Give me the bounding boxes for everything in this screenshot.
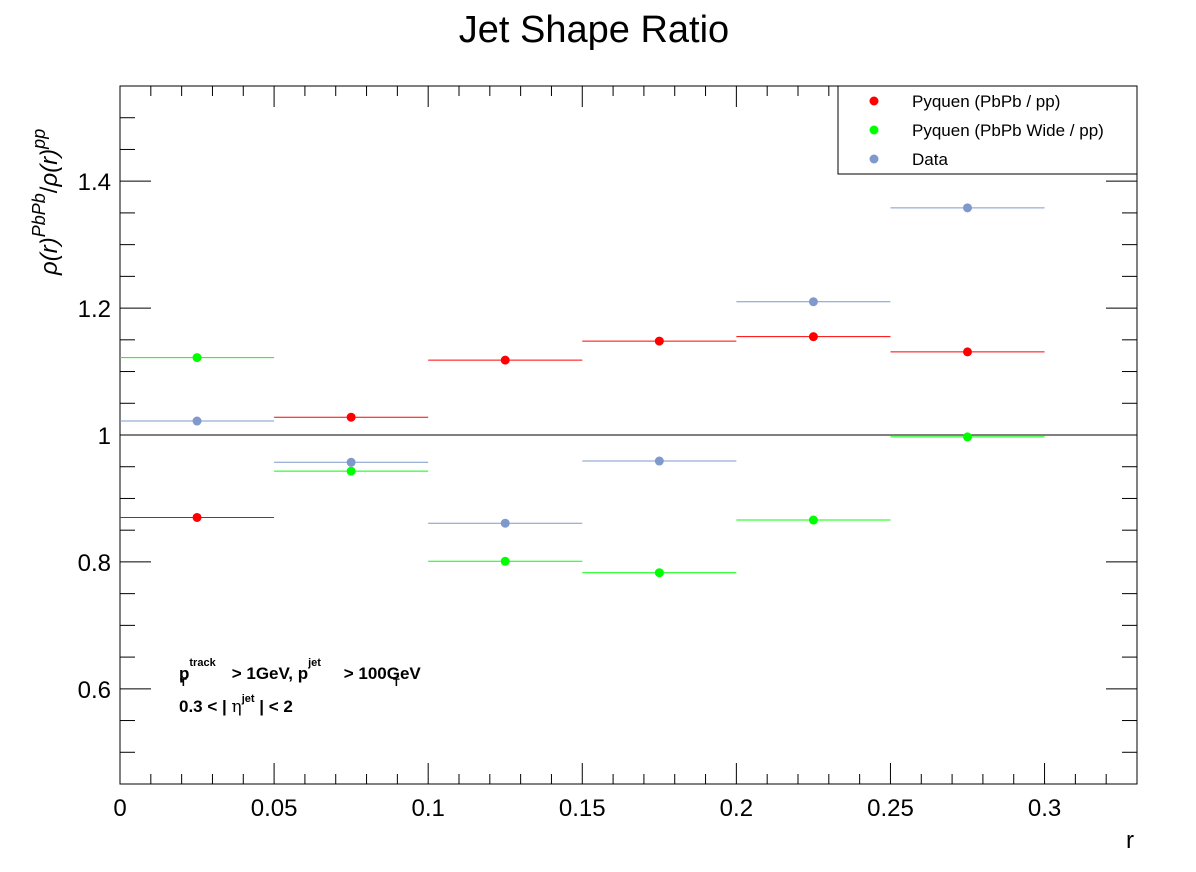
legend-box [837,85,1138,175]
legend-marker-pyquen-pbpb [869,96,879,106]
point-pyquen-pbpb-wide-2 [500,556,510,566]
point-pyquen-pbpb-4 [808,332,818,342]
svg-text:ρ(r)PbPb/ρ(r)pp: ρ(r)PbPb/ρ(r)pp [29,129,63,276]
x-tick-label: 0.15 [559,795,606,822]
anno-mid: > 1GeV, [227,664,298,683]
anno-end: > 100GeV [339,664,421,683]
legend-label-pyquen-pbpb: Pyquen (PbPb / pp) [912,92,1060,111]
y-label-rho-pp: ρ(r) [36,149,63,188]
anno-p1: p [179,664,189,683]
anno-p1-sup: track [189,657,216,669]
x-tick-label: 0.3 [1028,795,1061,822]
chart-title: Jet Shape Ratio [459,9,729,51]
anno-p2-sub: T [393,677,400,689]
point-pyquen-pbpb-wide-0 [192,353,202,363]
anno-eta-post: | < 2 [255,697,293,716]
x-tick-label: 0.2 [720,795,753,822]
y-label-sup-pbpb: PbPb [29,193,49,237]
x-tick-label: 0.05 [251,795,298,822]
point-data-3 [654,456,664,466]
anno-p2: p [298,664,308,683]
anno-p1-sub: T [180,677,187,689]
series-group [120,203,1045,578]
annotation-line-pt-cuts: ptrack T > 1GeV, pjetT > 100GeV [179,657,421,689]
y-tick-label: 1.4 [78,169,111,196]
anno-eta-sup: jet [241,693,255,705]
x-axis-label: r [1126,827,1134,854]
point-pyquen-pbpb-1 [346,412,356,422]
point-pyquen-pbpb-5 [963,347,972,357]
series-data [120,203,1045,528]
y-label-rho-pbpb: ρ(r) [36,237,63,276]
y-tick-label: 0.6 [78,677,111,704]
y-label-sup-pp: pp [29,129,49,150]
y-tick-label: 1 [98,423,111,450]
point-data-2 [500,518,510,528]
y-tick-label: 0.8 [78,550,111,577]
point-pyquen-pbpb-2 [500,355,510,365]
point-pyquen-pbpb-wide-5 [963,432,972,442]
anno-eta-pre: 0.3 < | [179,697,232,716]
legend-marker-pyquen-wide [869,125,879,135]
x-tick-label: 0.25 [867,795,914,822]
kinematic-cuts-annotation: ptrack T > 1GeV, pjetT > 100GeV 0.3 < | η… [179,657,421,717]
y-axis-label: ρ(r)PbPb/ρ(r)pp [29,129,63,276]
series-pyquen-pbpb-wide [120,353,1045,578]
y-tick-label: 1.2 [78,296,111,323]
point-data-0 [192,416,202,426]
y-label-slash: / [36,186,63,193]
x-tick-label: 0 [113,795,126,822]
point-data-1 [346,457,356,467]
annotation-line-eta-cut: 0.3 < | ηjet | < 2 [179,693,293,717]
point-pyquen-pbpb-wide-3 [654,568,664,578]
legend-label-pyquen-wide: Pyquen (PbPb Wide / pp) [912,121,1104,140]
legend-label-data: Data [912,150,948,169]
series-pyquen-pbpb [120,332,1045,522]
point-pyquen-pbpb-wide-1 [346,466,356,476]
point-data-5 [963,203,972,213]
point-pyquen-pbpb-wide-4 [808,515,818,525]
anno-p2-sup: jet [307,657,321,669]
axis-ticks-group: 0 0.05 0.1 0.15 0.2 0.25 0.3 0.6 0.8 1 1.2 1.4 [78,85,1138,822]
x-tick-label: 0.1 [411,795,444,822]
point-data-4 [808,297,818,307]
legend-marker-data [869,154,879,164]
anno-eta: η [232,697,242,717]
point-pyquen-pbpb-0 [192,512,202,522]
legend: Pyquen (PbPb / pp) Pyquen (PbPb Wide / p… [837,85,1138,175]
point-pyquen-pbpb-3 [654,336,664,346]
